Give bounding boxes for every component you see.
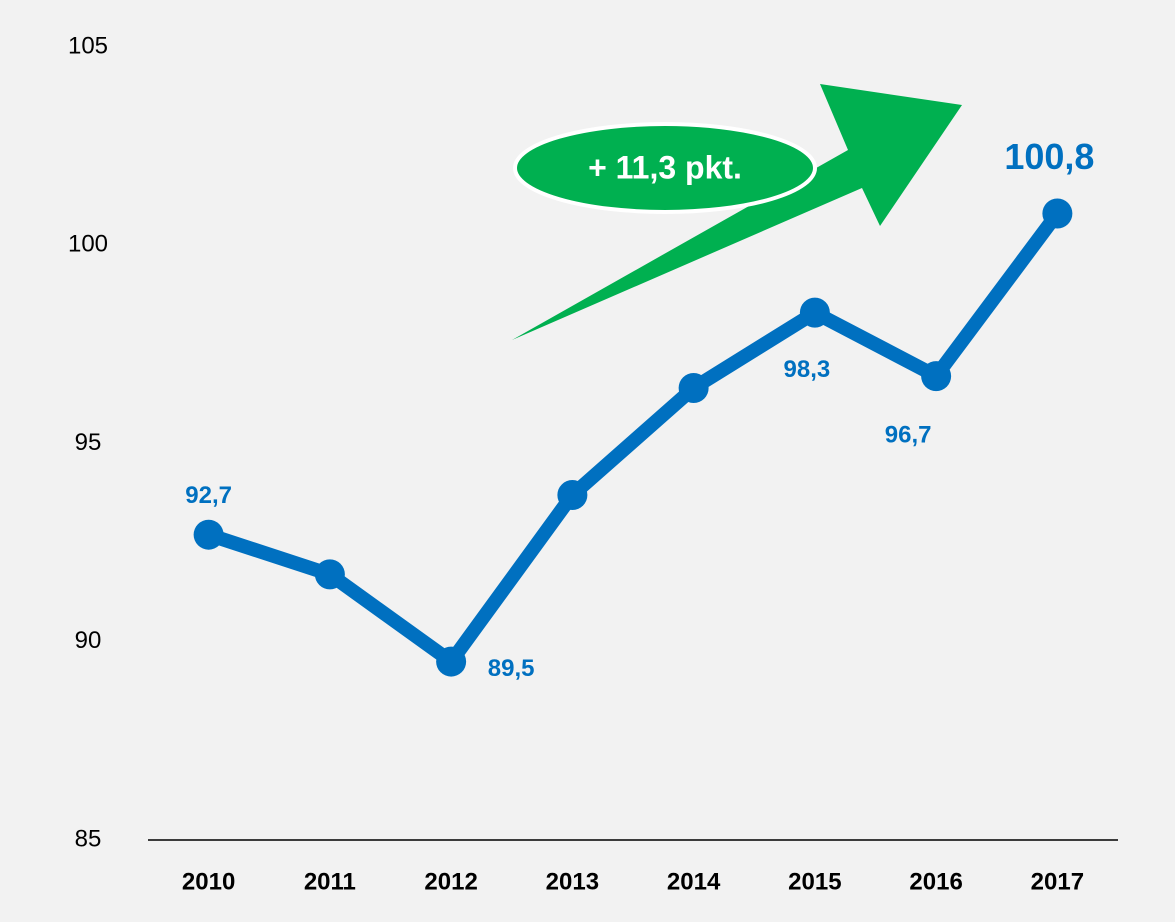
y-tick-label: 105 — [68, 32, 108, 59]
x-tick-label: 2015 — [788, 868, 841, 895]
data-label: 92,7 — [185, 482, 232, 509]
data-point — [1042, 198, 1073, 229]
y-tick-label: 95 — [75, 429, 102, 456]
trend-arrow — [512, 84, 962, 340]
y-tick-label: 90 — [75, 627, 102, 654]
x-tick-label: 2016 — [909, 868, 962, 895]
data-point — [314, 559, 345, 590]
x-tick-label: 2010 — [182, 868, 235, 895]
data-point — [193, 519, 224, 550]
data-point — [436, 646, 467, 677]
data-point — [678, 372, 709, 403]
series-line — [206, 209, 1063, 669]
y-tick-label: 100 — [68, 231, 108, 258]
annotation-badge — [513, 122, 817, 214]
data-point — [799, 297, 830, 328]
data-point — [921, 361, 952, 392]
data-label: 100,8 — [1004, 136, 1094, 177]
annotation: + 11,3 pkt. — [588, 149, 742, 185]
x-tick-label: 2017 — [1031, 868, 1084, 895]
x-tick-label: 2012 — [424, 868, 477, 895]
data-label: 89,5 — [488, 655, 535, 682]
x-tick-label: 2014 — [667, 868, 721, 895]
x-tick-label: 2011 — [304, 868, 356, 895]
x-tick-label: 2013 — [546, 868, 599, 895]
y-tick-label: 85 — [75, 825, 102, 852]
data-label: 98,3 — [784, 356, 831, 383]
data-point — [557, 480, 588, 511]
data-label: 96,7 — [885, 421, 932, 448]
